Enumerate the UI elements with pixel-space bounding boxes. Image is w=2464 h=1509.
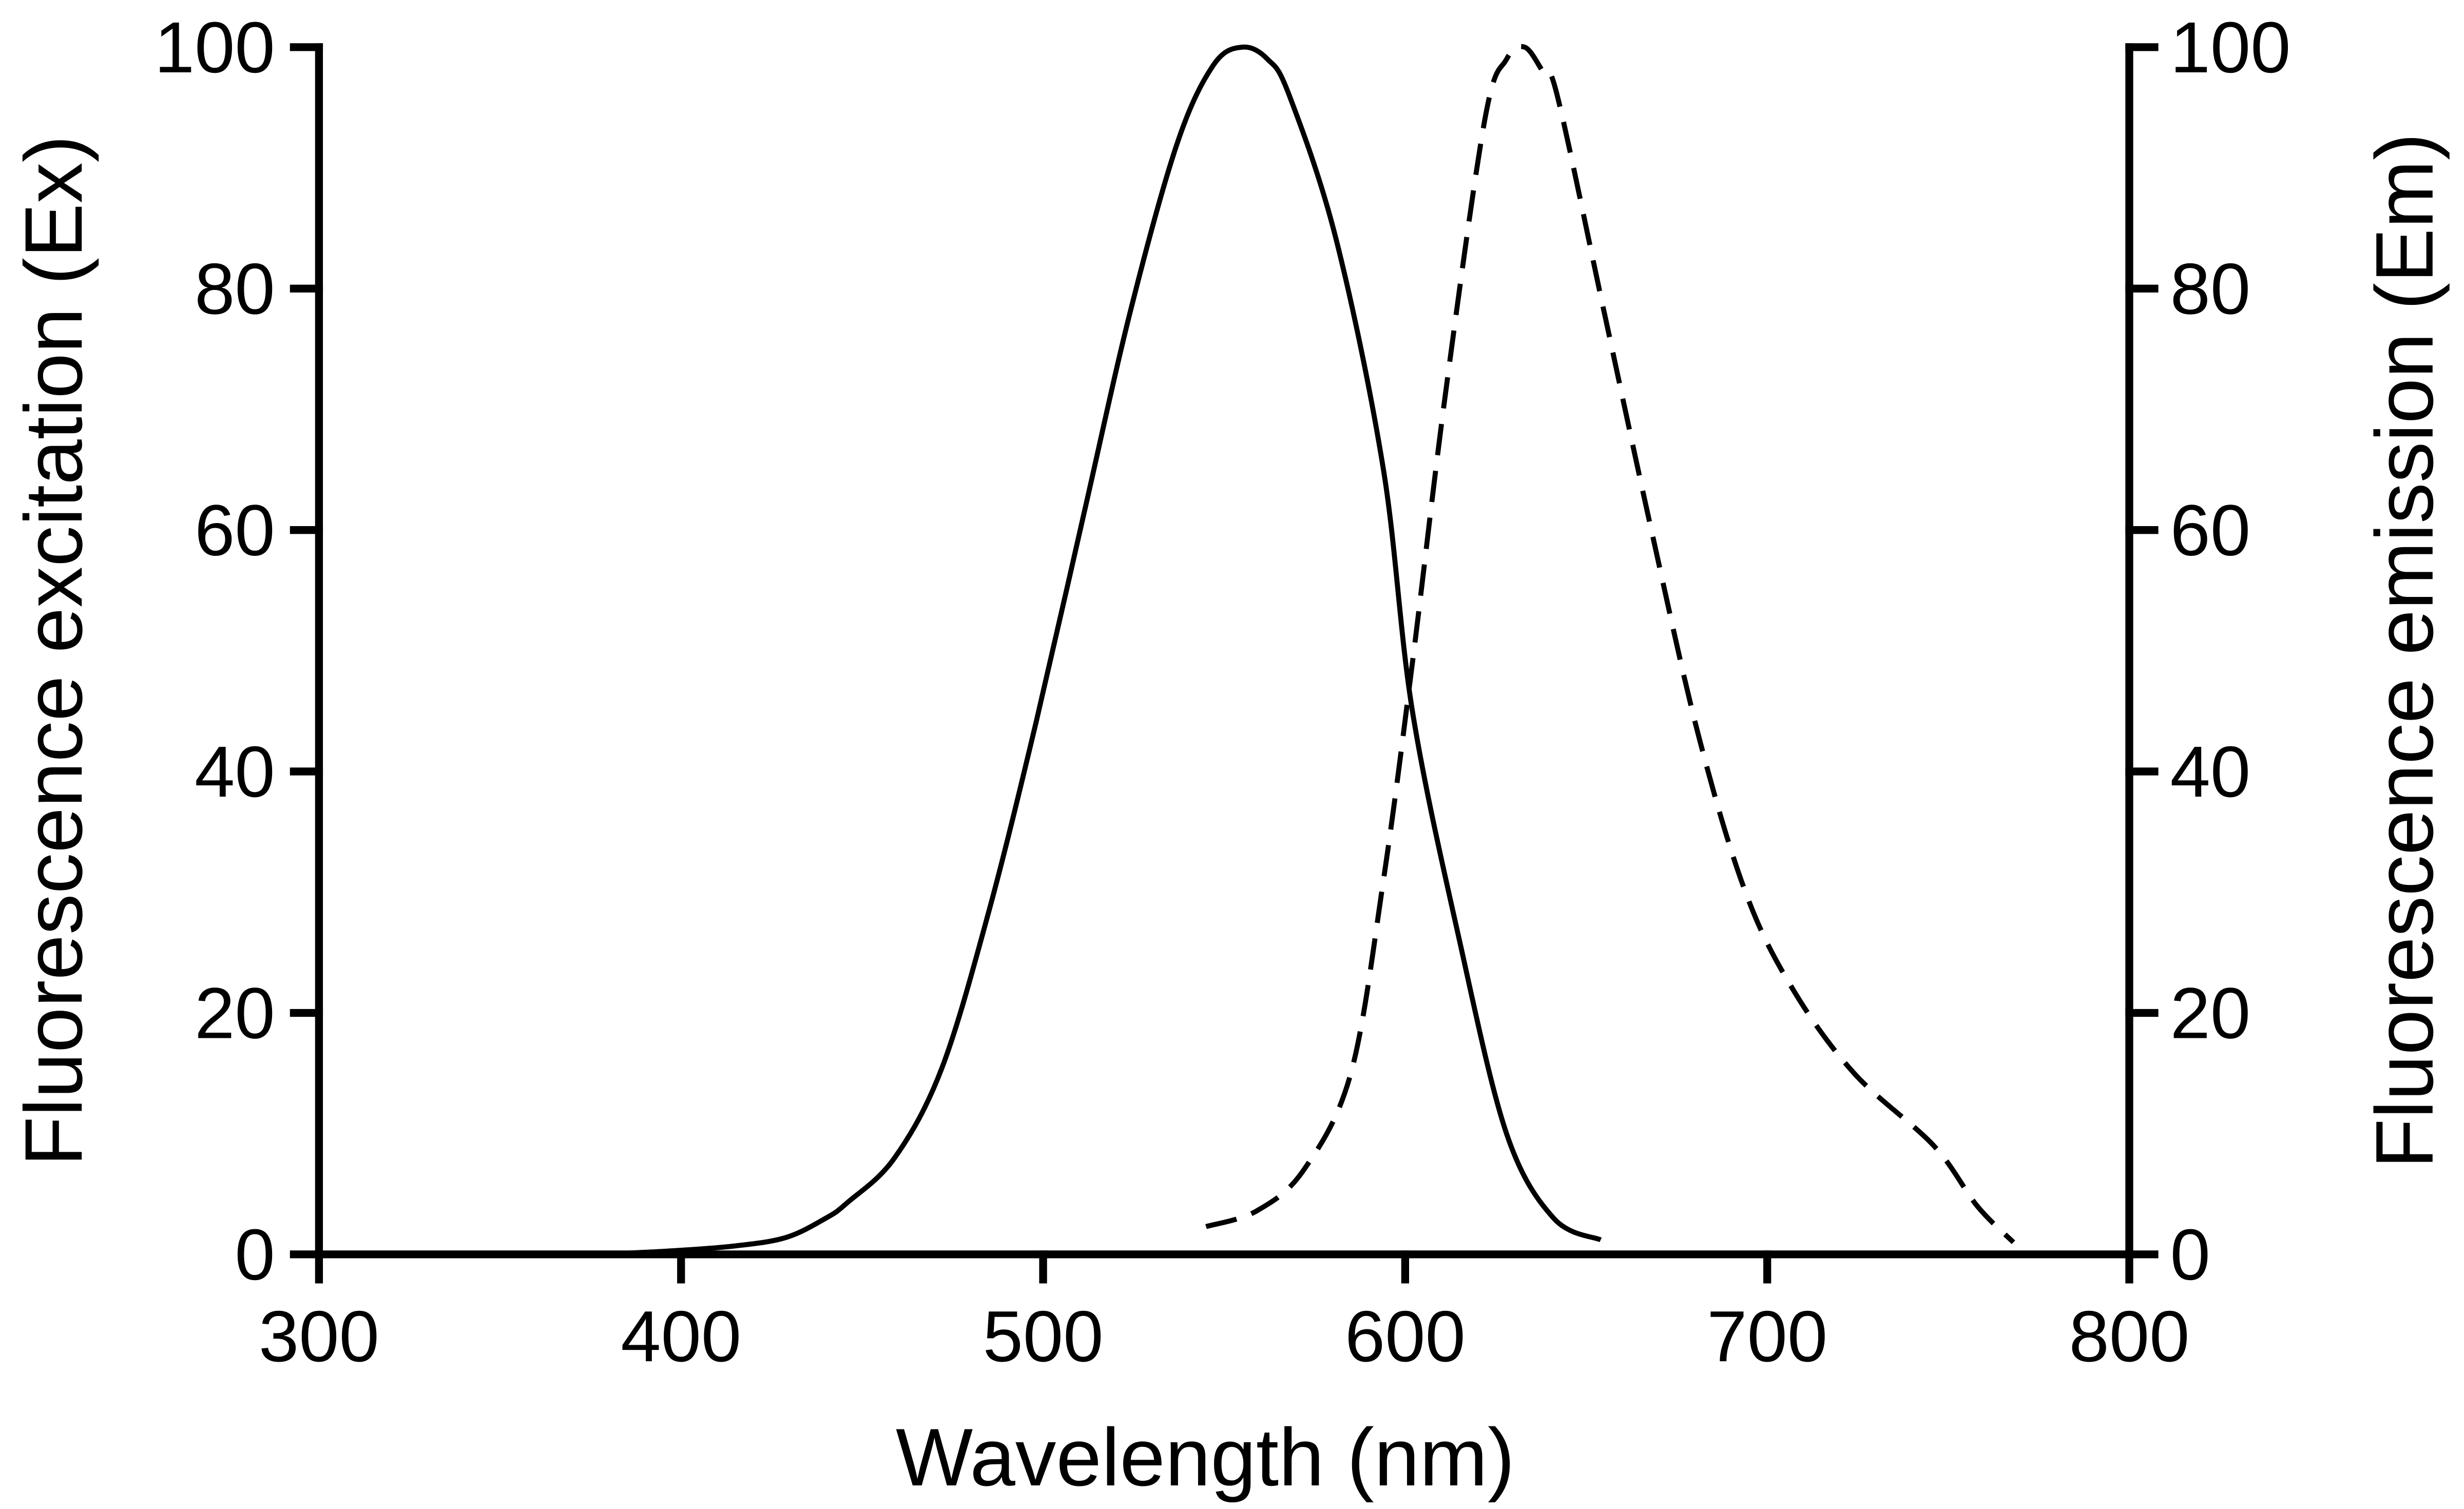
x-tick-label: 400: [621, 1296, 741, 1377]
x-tick-label: 300: [259, 1296, 379, 1377]
emission-series-line: [1205, 44, 2015, 1244]
y-right-tick-label: 0: [2170, 1214, 2210, 1295]
y-right-tick-label: 100: [2170, 7, 2291, 88]
y-left-tick-label: 20: [195, 973, 275, 1053]
x-tick-label: 500: [983, 1296, 1104, 1377]
axes: 300 400 500 600 700 8000204060801000204060801…: [155, 7, 2291, 1377]
y-axis-right-title: Fluorescence emission (Em): [2359, 133, 2450, 1169]
y-left-tick-label: 0: [235, 1214, 275, 1295]
x-tick-label: 800: [2069, 1296, 2189, 1377]
excitation-series-line: [626, 44, 1602, 1256]
x-axis-title: Wavelength (nm): [896, 1411, 1515, 1503]
y-left-tick-label: 40: [195, 731, 275, 812]
y-left-tick-label: 80: [195, 248, 275, 329]
y-right-tick-label: 60: [2170, 490, 2251, 571]
labels: Wavelength (nm) Fluorescence excitation …: [8, 133, 2450, 1503]
y-right-tick-label: 40: [2170, 731, 2251, 812]
series-group: [626, 44, 2015, 1256]
x-tick-label: 700: [1707, 1296, 1827, 1377]
x-tick-label: 600: [1345, 1296, 1466, 1377]
y-right-tick-label: 20: [2170, 973, 2251, 1053]
y-left-tick-label: 60: [195, 490, 275, 571]
y-axis-left-title: Fluorescence excitation (Ex): [8, 135, 99, 1166]
y-left-tick-label: 100: [155, 7, 275, 88]
y-right-tick-label: 80: [2170, 248, 2251, 329]
